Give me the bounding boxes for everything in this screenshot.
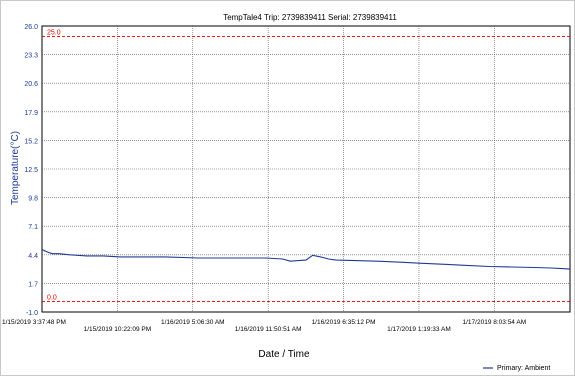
x-tick-label: 1/16/2019 11:50:51 AM xyxy=(235,326,302,333)
y-axis-label: Temperature(°C) xyxy=(10,131,21,205)
y-tick-label: 1.7 xyxy=(28,281,38,288)
threshold-label: 25.0 xyxy=(47,30,61,37)
series-line xyxy=(41,249,571,270)
y-tick-label: 4.4 xyxy=(28,253,38,260)
x-tick-label: 1/17/2019 8:03:54 AM xyxy=(463,319,527,326)
x-tick-label: 1/15/2019 3:37:48 PM xyxy=(2,319,66,326)
legend-label: Primary: Ambient xyxy=(497,365,550,372)
y-tick-label: 7.1 xyxy=(28,224,38,231)
legend: Primary: Ambient xyxy=(483,365,550,372)
x-axis-label: Date / Time xyxy=(258,349,310,360)
y-tick-label: 9.8 xyxy=(28,196,38,203)
y-tick-label: 23.3 xyxy=(24,53,38,60)
x-tick-label: 1/16/2019 5:06:30 AM xyxy=(161,319,225,326)
y-tick-label: 12.5 xyxy=(24,167,38,174)
threshold-label: 0.0 xyxy=(47,294,57,301)
x-tick-label: 1/15/2019 10:22:09 PM xyxy=(84,326,152,333)
x-tick-label: 1/17/2019 1:19:33 AM xyxy=(387,326,451,333)
y-tick-label: 17.9 xyxy=(24,110,38,117)
y-tick-label: 26.0 xyxy=(24,24,38,31)
x-tick-label: 1/16/2019 6:35:12 PM xyxy=(312,319,376,326)
chart-title: TempTale4 Trip: 2739839411 Serial: 27398… xyxy=(223,13,397,22)
y-tick-label: 15.2 xyxy=(24,138,38,145)
y-tick-label: -1.0 xyxy=(26,310,38,317)
y-tick-label: 20.6 xyxy=(24,81,38,88)
